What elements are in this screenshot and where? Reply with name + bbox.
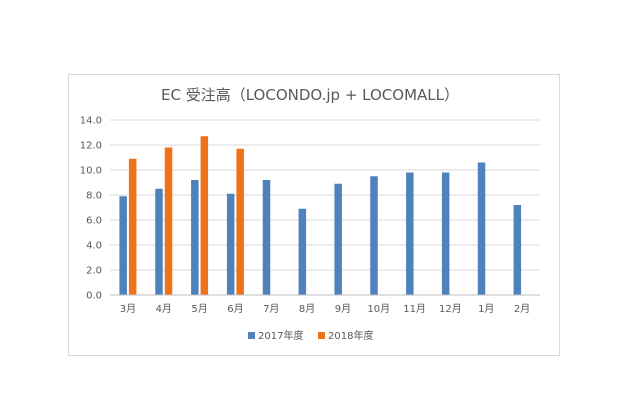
x-tick-label: 10月 bbox=[367, 303, 390, 315]
x-tick-label: 6月 bbox=[227, 303, 243, 315]
y-tick-label: 12.0 bbox=[80, 141, 102, 152]
legend-swatch bbox=[248, 332, 255, 339]
bar-series1 bbox=[477, 162, 486, 295]
bar-series2 bbox=[236, 148, 244, 295]
bar-series1 bbox=[226, 193, 235, 295]
bar-series1 bbox=[334, 183, 342, 295]
gridlines bbox=[110, 119, 540, 271]
x-tick-label: 2月 bbox=[514, 303, 530, 315]
x-tick-label: 1月 bbox=[478, 303, 494, 315]
x-tick-label: 5月 bbox=[191, 303, 207, 315]
x-tick-label: 11月 bbox=[403, 303, 426, 315]
bar-series2 bbox=[164, 147, 173, 295]
bar-series1 bbox=[513, 205, 522, 295]
bar-series1 bbox=[441, 172, 450, 295]
bar-series1 bbox=[191, 180, 199, 295]
bar-series2 bbox=[200, 136, 209, 295]
bar-series2 bbox=[128, 158, 137, 295]
x-tick-label: 7月 bbox=[263, 303, 279, 315]
bar-series1 bbox=[298, 208, 307, 295]
legend: 2017年度 2018年度 bbox=[248, 329, 373, 342]
x-tick-label: 3月 bbox=[120, 303, 136, 315]
bar-series1 bbox=[406, 172, 414, 295]
bar-series1 bbox=[370, 176, 378, 295]
y-tick-label: 10.0 bbox=[80, 166, 102, 177]
y-tick-label: 0.0 bbox=[86, 291, 102, 302]
legend-label: 2018年度 bbox=[328, 329, 373, 342]
bar-series1 bbox=[155, 188, 163, 295]
bar-series1 bbox=[262, 180, 271, 295]
chart-title: EC 受注高（LOCONDO.jp + LOCOMALL） bbox=[161, 86, 459, 104]
x-tick-label: 4月 bbox=[156, 303, 172, 315]
legend-swatch bbox=[318, 332, 325, 339]
y-tick-label: 14.0 bbox=[80, 116, 102, 127]
x-tick-label: 12月 bbox=[439, 303, 462, 315]
legend-label: 2017年度 bbox=[258, 329, 303, 342]
bars bbox=[119, 136, 522, 295]
bar-series1 bbox=[119, 196, 127, 295]
y-tick-label: 8.0 bbox=[86, 191, 102, 202]
x-tick-label: 9月 bbox=[335, 303, 351, 315]
y-tick-label: 2.0 bbox=[86, 266, 102, 277]
y-tick-label: 4.0 bbox=[86, 241, 102, 252]
y-tick-label: 6.0 bbox=[86, 216, 102, 227]
x-tick-label: 8月 bbox=[299, 303, 315, 315]
x-axis-ticks: 3月 4月 5月 6月 7月 8月 9月 10月 11月 12月 1月 2月 bbox=[120, 303, 531, 315]
y-axis-ticks: 0.0 2.0 4.0 6.0 8.0 10.0 12.0 14.0 bbox=[80, 116, 102, 302]
